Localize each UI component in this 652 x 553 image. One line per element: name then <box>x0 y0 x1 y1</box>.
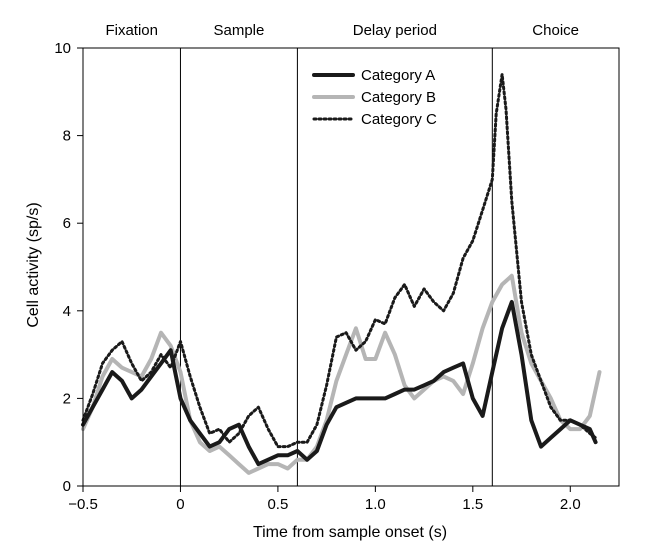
y-tick-label: 8 <box>63 128 71 145</box>
series-line-category-c <box>81 72 598 449</box>
y-tick-label: 2 <box>63 390 71 407</box>
y-tick-label: 0 <box>63 478 71 495</box>
x-tick-label: 1.0 <box>365 496 386 513</box>
y-axis-title: Cell activity (sp/s) <box>25 202 42 327</box>
y-tick-label: 10 <box>54 40 71 57</box>
x-tick-label: 0.5 <box>267 496 288 513</box>
series-line-category-b <box>81 273 602 475</box>
y-tick-label: 4 <box>63 303 71 320</box>
y-tick-label: 6 <box>63 215 71 232</box>
plot-frame <box>82 47 620 487</box>
series-line-category-a <box>81 300 598 467</box>
x-tick-label: 0 <box>176 496 184 513</box>
x-tick-label: −0.5 <box>68 496 98 513</box>
legend-label-category-a: Category A <box>361 67 435 84</box>
period-label: Choice <box>532 22 579 39</box>
period-label: Fixation <box>105 22 158 39</box>
legend-label-category-c: Category C <box>361 111 437 128</box>
x-tick-label: 1.5 <box>462 496 483 513</box>
period-label: Sample <box>213 22 264 39</box>
period-label: Delay period <box>353 22 437 39</box>
legend-label-category-b: Category B <box>361 89 436 106</box>
x-axis-title: Time from sample onset (s) <box>253 524 447 541</box>
x-tick-label: 2.0 <box>560 496 581 513</box>
